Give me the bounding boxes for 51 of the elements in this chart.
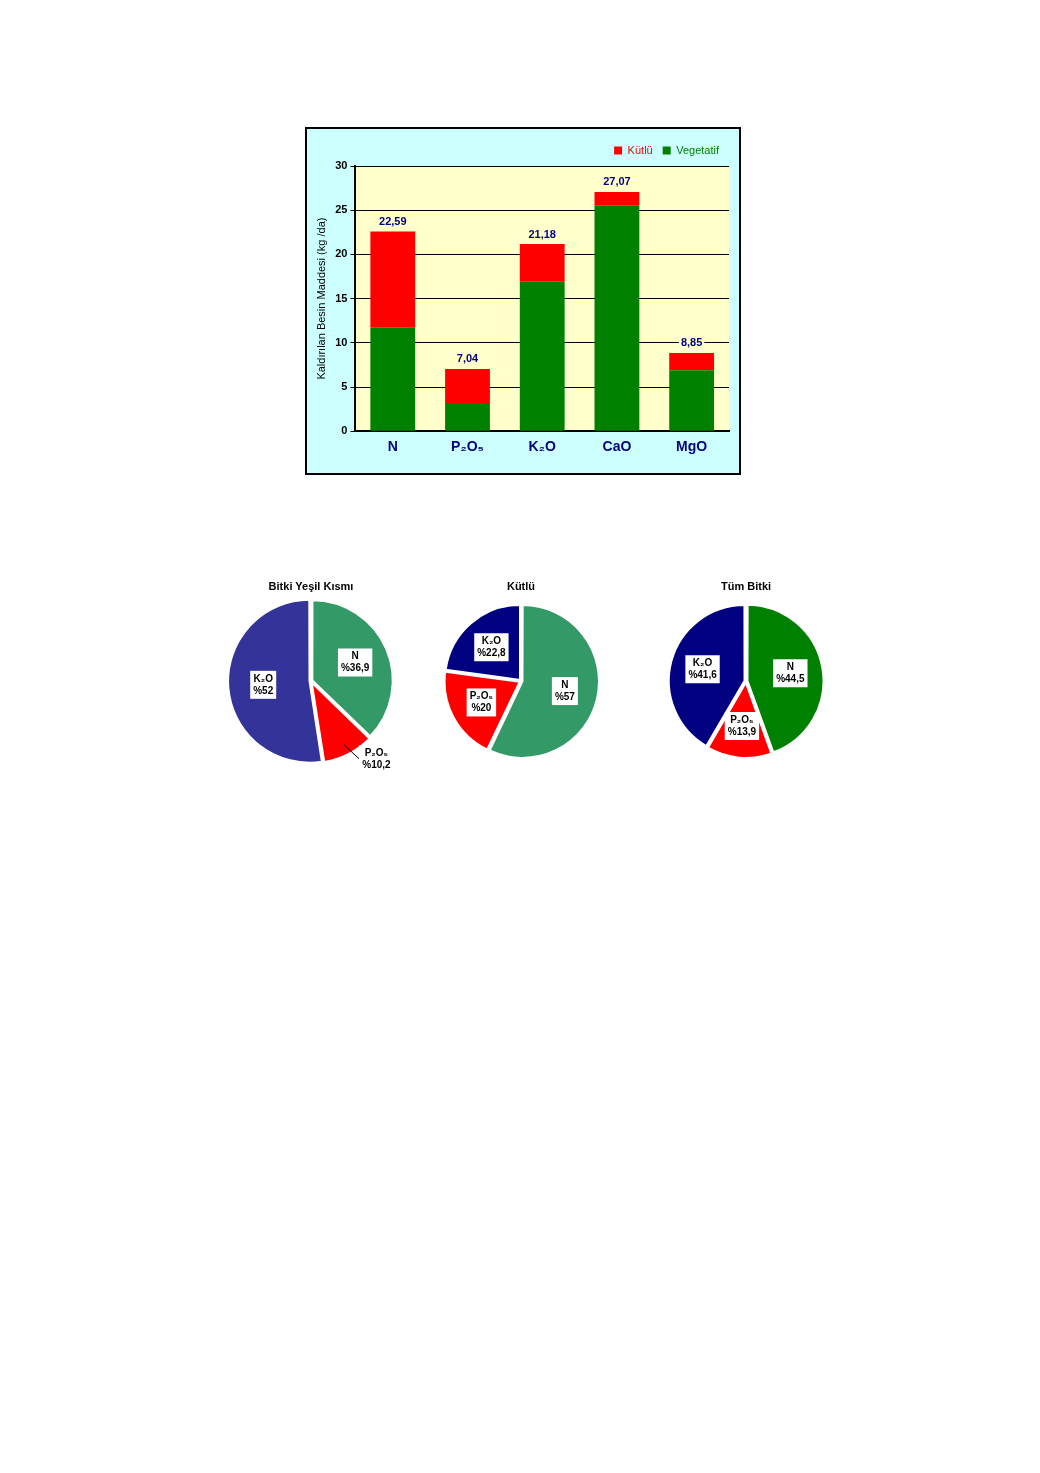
data-label: %44,5 bbox=[776, 673, 805, 685]
bar bbox=[519, 281, 565, 431]
y-tick-label: 30 bbox=[335, 159, 348, 172]
bar bbox=[519, 243, 565, 282]
chart-title: Tüm Bitki bbox=[720, 579, 772, 592]
legend-label: Kütlü bbox=[627, 143, 653, 156]
chart-title: Kütlü bbox=[506, 579, 536, 592]
data-label: %36,9 bbox=[340, 662, 370, 674]
total-label: 27,07 bbox=[603, 175, 631, 188]
data-label: %22,8 bbox=[477, 646, 507, 658]
data-label: %52 bbox=[253, 684, 274, 696]
slice-label: N bbox=[561, 678, 569, 690]
x-tick-label: CaO bbox=[602, 438, 632, 455]
data-label: %10,2 bbox=[362, 758, 392, 770]
x-tick-label: K₂O bbox=[528, 438, 556, 455]
bar bbox=[445, 402, 490, 431]
y-tick-label: 25 bbox=[335, 203, 348, 216]
slice-label: K₂O bbox=[692, 657, 713, 669]
bar bbox=[669, 370, 715, 431]
x-tick-label: MgO bbox=[676, 438, 708, 455]
y-tick-label: 10 bbox=[335, 335, 348, 348]
total-label: 22,59 bbox=[379, 215, 407, 228]
data-label: %57 bbox=[554, 690, 576, 702]
bar bbox=[370, 231, 416, 328]
data-label: %41,6 bbox=[688, 669, 718, 681]
bar bbox=[594, 191, 640, 206]
slice-label: K₂O bbox=[481, 634, 502, 646]
total-label: 21,18 bbox=[528, 227, 556, 240]
slice-label: N bbox=[351, 650, 359, 662]
slice-label: K₂O bbox=[253, 672, 274, 684]
slice-label: P₂O₅ bbox=[730, 713, 755, 725]
bar bbox=[445, 368, 490, 403]
slice-label: N bbox=[786, 661, 794, 673]
bar bbox=[370, 327, 416, 431]
chart-title: Bitki Yeşil Kısmı bbox=[268, 579, 354, 592]
data-label: %13,9 bbox=[727, 725, 757, 737]
x-tick-label: N bbox=[387, 438, 398, 455]
legend-label: Vegetatif bbox=[676, 143, 720, 156]
total-label: 8,85 bbox=[680, 336, 703, 349]
slice-label: P₂O₅ bbox=[364, 746, 389, 758]
y-tick-label: 0 bbox=[341, 424, 348, 437]
y-tick-label: 20 bbox=[335, 247, 348, 260]
y-tick-label: 5 bbox=[341, 380, 348, 393]
x-tick-label: P₂O₅ bbox=[451, 438, 484, 455]
bar bbox=[669, 352, 715, 371]
data-label: %20 bbox=[471, 702, 492, 714]
total-label: 7,04 bbox=[456, 352, 480, 365]
slice-label: P₂O₅ bbox=[469, 690, 494, 702]
bar bbox=[594, 205, 640, 431]
y-tick-label: 15 bbox=[335, 291, 348, 304]
y-axis-title: Kaldırılan Besin Maddesi (kg /da) bbox=[314, 217, 327, 380]
